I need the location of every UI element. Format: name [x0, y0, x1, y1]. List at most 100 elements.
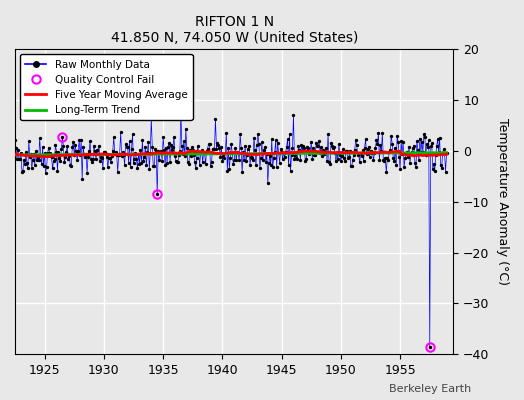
Point [112, 149, 120, 155]
Point [70, 152, 79, 158]
Point [358, 147, 367, 153]
Point [47, 154, 56, 161]
Point [158, 158, 166, 164]
Point [191, 158, 199, 165]
Point [332, 158, 340, 165]
Point [141, 144, 149, 150]
Point [171, 153, 179, 160]
Point [405, 144, 413, 150]
Point [251, 147, 259, 153]
Point [424, 137, 433, 144]
Point [122, 141, 130, 147]
Point [97, 154, 105, 161]
Point [365, 154, 374, 160]
Point [225, 165, 234, 172]
Point [190, 152, 198, 158]
Point [116, 129, 125, 135]
Point [220, 155, 228, 162]
Point [24, 164, 32, 171]
Point [18, 169, 26, 176]
Point [371, 145, 379, 152]
Point [34, 154, 42, 161]
Point [65, 153, 73, 160]
Point [46, 150, 54, 156]
Point [347, 163, 356, 169]
Point [58, 134, 67, 140]
Point [20, 161, 29, 167]
Point [359, 158, 368, 164]
Point [395, 154, 403, 160]
Point [410, 143, 418, 150]
Point [229, 160, 237, 167]
Point [278, 156, 287, 162]
Point [231, 144, 239, 151]
Point [89, 156, 97, 162]
Point [106, 154, 114, 161]
Point [144, 139, 152, 146]
Point [248, 155, 256, 161]
Point [23, 160, 31, 166]
Point [326, 161, 334, 168]
Point [327, 140, 335, 146]
Point [391, 145, 399, 152]
Point [277, 146, 285, 152]
Point [105, 155, 113, 162]
Point [409, 145, 417, 151]
Point [48, 165, 57, 172]
Point [9, 154, 17, 160]
Point [320, 151, 328, 158]
Point [330, 144, 338, 151]
Point [192, 155, 201, 161]
Point [230, 157, 238, 164]
Point [419, 149, 427, 155]
Point [331, 150, 339, 156]
Point [304, 144, 312, 151]
Point [123, 144, 131, 151]
Point [189, 146, 197, 153]
Point [237, 145, 245, 151]
Point [126, 164, 135, 170]
Point [289, 112, 298, 118]
Point [382, 169, 390, 176]
Point [216, 154, 225, 160]
Point [202, 148, 211, 154]
Point [245, 142, 253, 149]
Point [68, 144, 77, 150]
Point [55, 155, 63, 161]
Point [407, 151, 415, 157]
Point [287, 152, 296, 158]
Point [423, 144, 432, 150]
Point [239, 149, 247, 155]
Point [417, 148, 425, 155]
Point [128, 131, 137, 138]
Point [296, 156, 304, 163]
Point [243, 152, 252, 158]
Point [107, 153, 116, 159]
Point [435, 134, 444, 141]
Point [336, 151, 344, 158]
Point [173, 159, 181, 166]
Point [183, 159, 192, 165]
Point [361, 145, 369, 152]
Point [269, 164, 277, 170]
Point [193, 143, 202, 149]
Point [249, 156, 257, 163]
Point [209, 146, 217, 152]
Point [6, 153, 14, 159]
Point [165, 140, 173, 147]
Point [318, 153, 326, 159]
Point [119, 152, 128, 158]
Point [96, 158, 104, 164]
Point [293, 156, 302, 162]
Point [334, 156, 342, 163]
Point [124, 160, 133, 166]
Point [63, 142, 72, 149]
Point [59, 143, 68, 149]
Point [422, 152, 430, 158]
Point [277, 148, 286, 155]
Point [137, 160, 146, 166]
Point [265, 160, 273, 166]
Point [288, 145, 297, 151]
Point [233, 148, 242, 155]
Point [433, 136, 442, 142]
